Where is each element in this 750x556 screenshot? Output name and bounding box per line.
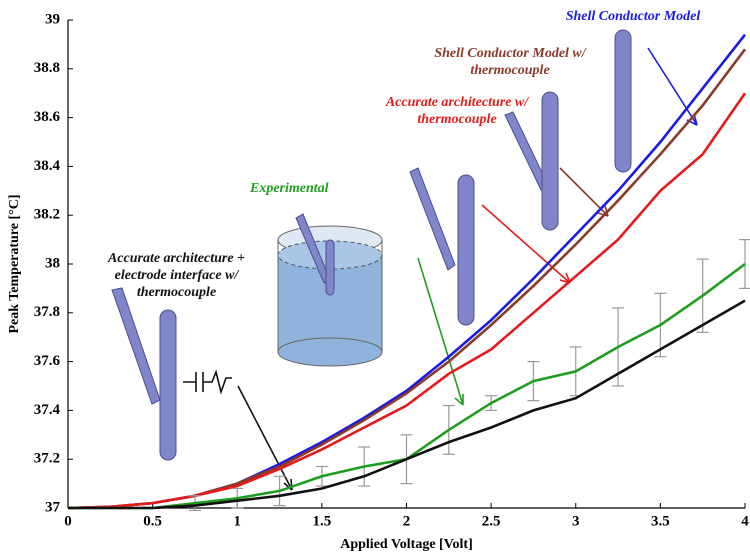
x-tick-label: 3 [572, 513, 580, 529]
y-tick-label: 38 [45, 255, 60, 271]
series-label: Experimental [250, 181, 329, 196]
y-tick-label: 37.6 [34, 353, 61, 369]
x-tick-label: 1 [234, 513, 242, 529]
x-tick-label: 3.5 [651, 513, 670, 529]
x-tick-label: 2 [403, 513, 411, 529]
series-label: Shell Conductor Model w/ thermocouple [434, 46, 586, 78]
y-tick-label: 39 [45, 11, 60, 27]
y-tick-label: 37.2 [34, 451, 60, 467]
series-label: Shell Conductor Model [565, 9, 701, 24]
x-tick-label: 1.5 [313, 513, 332, 529]
series-label: Accurate architecture + electrode interf… [107, 251, 246, 300]
x-axis-label: Applied Voltage [Volt] [340, 537, 473, 552]
series-label: Accurate architecture w/ thermocouple [385, 95, 529, 127]
series-line [67, 92, 747, 510]
y-tick-label: 38.8 [34, 60, 60, 76]
y-tick-label: 37.4 [34, 402, 61, 418]
y-tick-label: 37.8 [34, 304, 60, 320]
illustrations [111, 29, 632, 461]
y-tick-label: 38.6 [34, 109, 61, 125]
y-axis-label: Peak Temperature [°C] [7, 194, 22, 333]
x-tick-label: 2.5 [482, 513, 501, 529]
x-tick-label: 4 [741, 513, 749, 529]
y-tick-label: 38.4 [34, 158, 61, 174]
x-tick-label: 0.5 [143, 513, 162, 529]
y-tick-label: 37 [45, 499, 61, 515]
x-tick-label: 0 [64, 513, 72, 529]
series-line [68, 299, 746, 510]
y-tick-label: 38.2 [34, 207, 60, 223]
annotation-arrows [183, 47, 698, 491]
